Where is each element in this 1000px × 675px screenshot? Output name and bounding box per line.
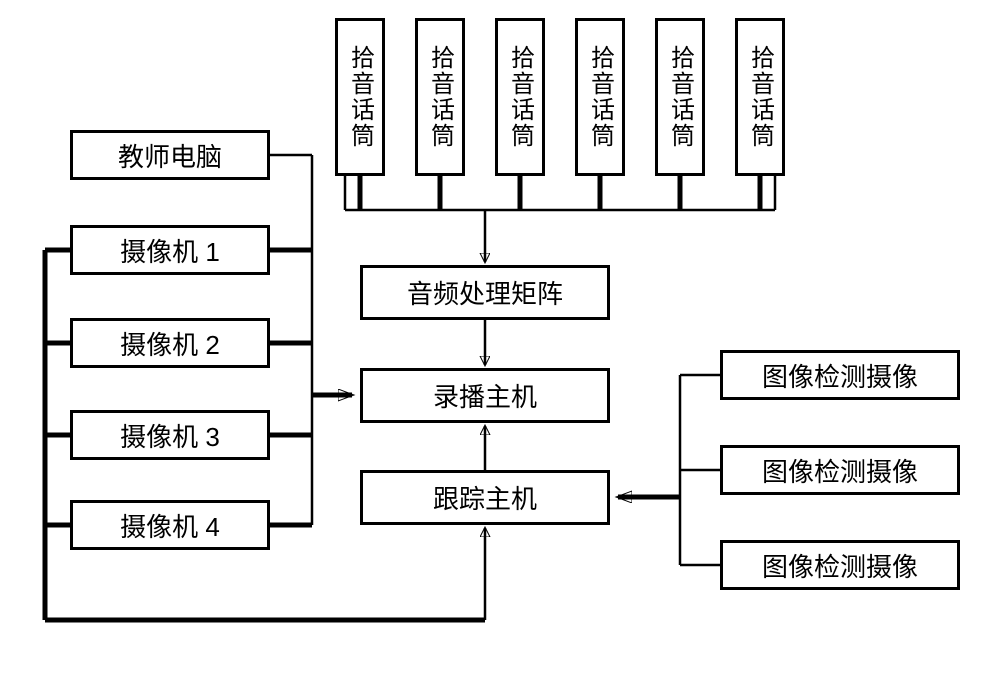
camera4: 摄像机 4 [70, 500, 270, 550]
teacher_pc: 教师电脑 [70, 130, 270, 180]
record_host: 录播主机 [360, 368, 610, 423]
mic-5: 拾音话筒 [655, 18, 705, 176]
img_cam3: 图像检测摄像 [720, 540, 960, 590]
mic-2: 拾音话筒 [415, 18, 465, 176]
camera3: 摄像机 3 [70, 410, 270, 460]
audio_matrix: 音频处理矩阵 [360, 265, 610, 320]
mic-3: 拾音话筒 [495, 18, 545, 176]
mic-4: 拾音话筒 [575, 18, 625, 176]
img_cam2: 图像检测摄像 [720, 445, 960, 495]
img_cam1: 图像检测摄像 [720, 350, 960, 400]
camera1: 摄像机 1 [70, 225, 270, 275]
camera2: 摄像机 2 [70, 318, 270, 368]
mic-6: 拾音话筒 [735, 18, 785, 176]
track_host: 跟踪主机 [360, 470, 610, 525]
mic-1: 拾音话筒 [335, 18, 385, 176]
